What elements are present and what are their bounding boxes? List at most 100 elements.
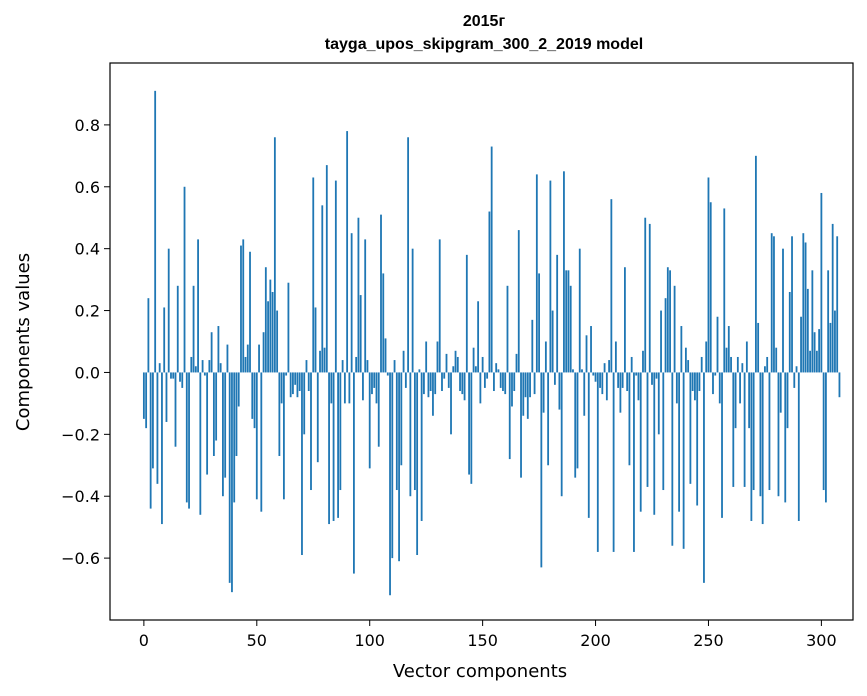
bar-component-204 [603,363,606,373]
bar-component-36 [224,372,227,478]
bar-component-307 [836,236,839,373]
bar-component-109 [389,372,391,596]
bar-component-75 [312,177,315,373]
bar-component-122 [418,369,421,373]
bar-component-33 [217,326,220,373]
bar-component-111 [393,360,396,373]
bar-component-220 [639,372,642,512]
bar-component-156 [495,363,498,373]
bar-component-265 [741,363,744,373]
bar-component-8 [161,372,163,525]
bar-component-177 [542,372,545,413]
bar-component-106 [382,273,385,373]
bar-component-56 [269,279,272,373]
bar-component-152 [486,372,489,379]
bar-component-112 [395,372,398,491]
bar-component-34 [219,363,222,373]
bar-component-43 [240,245,242,373]
x-axis-ticks: 0 50 100 150 200 250 300 [139,620,837,650]
bar-component-261 [732,372,735,487]
bar-component-103 [375,372,378,404]
bar-component-294 [806,288,809,373]
bar-component-110 [391,372,394,559]
bar-component-135 [447,372,450,388]
bar-component-226 [653,372,656,515]
bar-component-293 [804,242,807,373]
bar-component-250 [707,177,710,373]
bar-component-298 [815,350,818,373]
bar-component-76 [314,307,317,373]
bar-component-104 [377,372,380,447]
bar-component-101 [371,372,373,395]
bar-component-120 [413,372,416,491]
bar-component-209 [614,341,617,373]
chart-title-line1: 2015г [463,13,506,30]
bar-component-84 [332,372,335,521]
bar-component-39 [231,372,233,593]
bar-component-127 [429,372,432,392]
x-tick-label: 0 [139,631,149,650]
bar-component-124 [423,372,425,395]
bar-component-174 [535,174,538,373]
bar-component-46 [246,344,249,373]
bar-component-15 [176,285,179,373]
bar-component-194 [581,369,583,373]
bar-component-291 [800,316,802,373]
bar-component-66 [292,372,294,395]
bar-component-95 [357,217,360,373]
bar-component-224 [648,223,651,373]
bar-component-31 [212,372,215,456]
bar-component-132 [441,372,443,392]
bar-component-25 [199,372,202,515]
bar-component-171 [529,372,531,398]
bar-component-263 [736,356,739,373]
bar-component-277 [768,372,771,491]
bar-component-257 [723,208,726,373]
bar-component-85 [334,180,337,373]
bar-component-26 [201,360,204,373]
bar-component-269 [750,372,753,521]
bar-component-23 [194,366,197,373]
bar-component-77 [316,372,319,463]
bar-component-27 [203,372,206,376]
bar-component-17 [181,372,184,388]
bar-component-88 [341,360,344,373]
bar-component-260 [730,356,732,373]
x-tick-label: 300 [806,631,837,650]
bar-component-233 [669,270,671,373]
bar-component-188 [567,270,570,373]
x-tick-label: 150 [467,631,498,650]
bar-component-286 [788,291,791,373]
bar-component-225 [651,372,653,385]
bar-component-235 [673,285,676,373]
bar-component-245 [696,372,699,506]
bar-component-140 [459,372,461,392]
bar-component-137 [452,366,455,373]
bar-component-240 [684,347,687,373]
bar-component-163 [511,372,513,407]
bar-component-129 [434,372,437,395]
x-tick-label: 50 [247,631,267,650]
bar-component-12 [170,372,172,379]
bar-component-192 [576,372,579,469]
bar-component-229 [660,310,662,373]
bar-component-47 [249,251,251,373]
bar-component-190 [572,369,574,373]
bar-component-289 [795,366,798,373]
bar-component-254 [716,316,719,373]
bar-component-115 [402,350,405,373]
bar-component-3 [149,372,152,509]
bar-component-258 [725,347,728,373]
bar-component-308 [838,372,841,398]
bar-component-262 [734,372,737,429]
bar-component-97 [362,372,364,401]
bar-component-119 [411,248,414,373]
bar-component-83 [330,372,333,404]
bar-component-246 [698,372,701,392]
bar-component-19 [185,372,188,503]
bar-component-214 [626,372,629,392]
bar-component-167 [520,372,522,478]
bar-component-159 [502,372,504,392]
bar-component-182 [553,372,556,385]
bar-component-54 [264,267,267,373]
